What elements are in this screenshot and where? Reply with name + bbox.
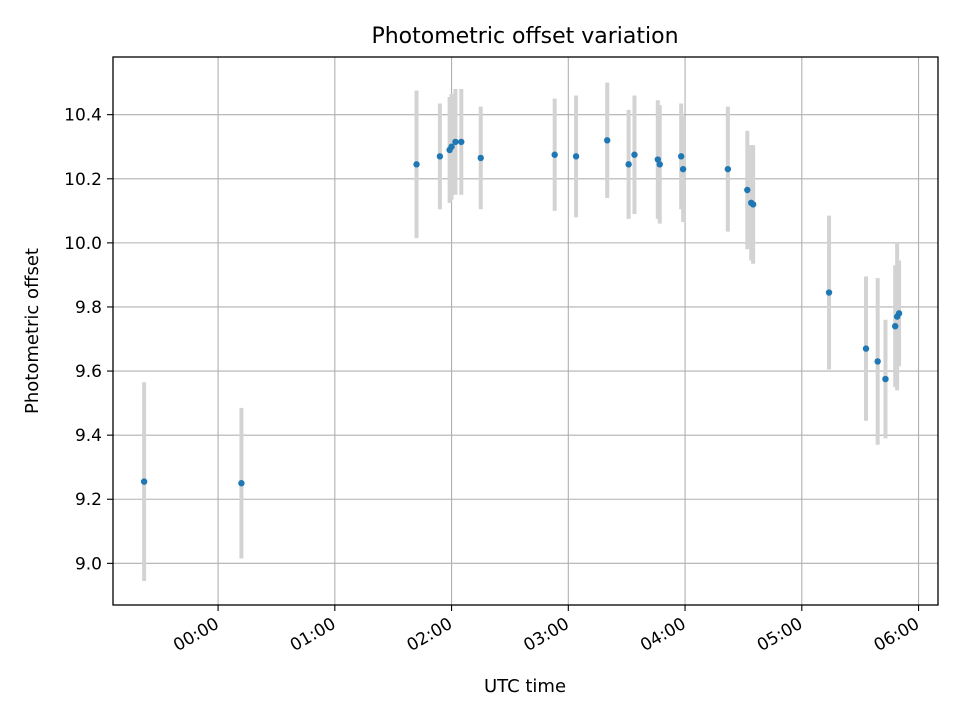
data-point [825, 289, 833, 296]
data-point [436, 153, 444, 160]
data-point [551, 151, 558, 158]
data-point [874, 358, 881, 365]
grid [113, 57, 938, 605]
data-point [238, 480, 245, 487]
data-point [895, 310, 903, 317]
y-tick-label: 10.2 [64, 170, 102, 190]
data-point [413, 161, 420, 168]
data-point [744, 186, 751, 194]
chart-title: Photometric offset variation [371, 24, 678, 49]
data-point [891, 322, 899, 330]
data-point [452, 138, 459, 146]
y-axis-ticks: 9.0 9.2 9.4 9.6 9.8 10.0 10.2 10.4 [64, 106, 113, 574]
y-axis-label: Photometric offset [22, 248, 43, 414]
data-point [140, 478, 148, 485]
data-point [654, 156, 662, 163]
data-point [631, 151, 638, 158]
y-tick-label: 9.6 [75, 362, 102, 382]
x-axis-label: UTC time [484, 676, 566, 697]
data-point [749, 201, 757, 208]
y-tick-label: 9.4 [75, 426, 102, 446]
y-tick-label: 9.2 [75, 490, 102, 510]
data-point [604, 137, 611, 144]
data-point [458, 138, 465, 146]
y-tick-label: 9.0 [75, 554, 102, 574]
data-point [448, 143, 455, 150]
data-points [140, 137, 903, 487]
y-tick-label: 10.0 [64, 234, 102, 254]
data-point [656, 161, 663, 168]
data-point [862, 345, 870, 352]
y-tick-label: 9.8 [75, 298, 102, 318]
data-point [625, 161, 632, 168]
y-tick-label: 10.4 [64, 106, 102, 126]
data-point [882, 375, 889, 383]
data-point [677, 153, 685, 160]
data-point [572, 153, 580, 160]
plot-frame [112, 56, 939, 606]
data-point [724, 165, 732, 173]
data-point [477, 154, 484, 162]
data-point [679, 165, 687, 173]
